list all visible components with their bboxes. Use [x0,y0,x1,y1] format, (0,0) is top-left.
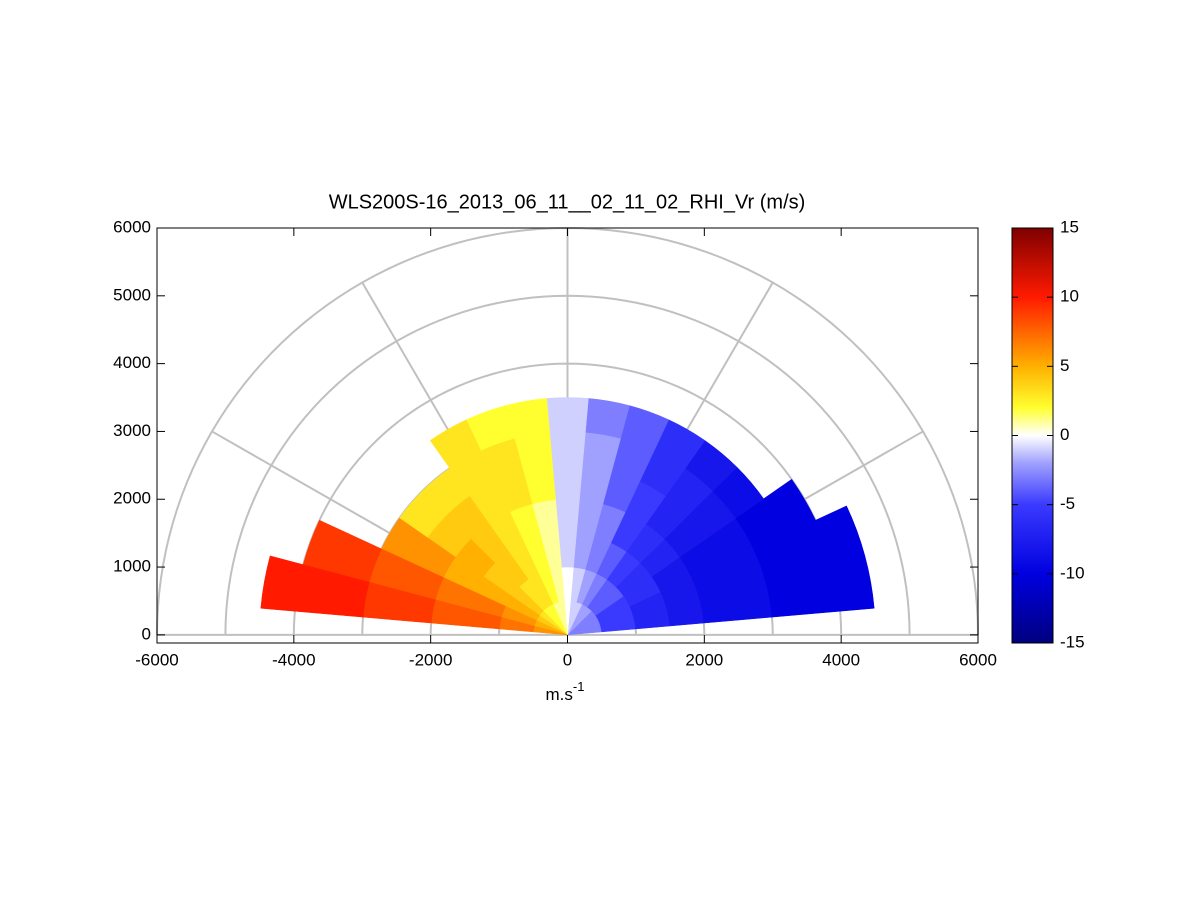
y-tick-label: 2000 [113,489,151,508]
y-tick-label: 4000 [113,353,151,372]
y-tick-label: 5000 [113,285,151,304]
x-tick-label: 4000 [822,650,860,669]
x-tick-label: -6000 [135,650,178,669]
velocity-cell [549,431,586,467]
velocity-cell [555,498,580,534]
velocity-cell [546,397,589,433]
velocity-cell [260,555,304,612]
velocity-cell [815,505,866,565]
colorbar-tick-label: 5 [1060,356,1069,375]
x-tick-label: -4000 [272,650,315,669]
colorbar-tick-label: 15 [1060,217,1079,236]
colorbar [1011,227,1054,644]
y-tick-label: 3000 [113,421,151,440]
axes: -6000 -4000 -2000 0 2000 4000 6000 0 1000 2000 300… [113,217,997,669]
colorbar-tick-label: -5 [1060,494,1075,513]
colorbar-axis: -15 -10 -5 0 5 10 15 [1012,217,1085,651]
x-axis-label: m.s-1 [546,679,585,704]
velocity-cell [429,419,482,469]
x-axis-label-base: m.s [546,685,573,704]
y-tick-label: 6000 [113,217,151,236]
x-tick-label: 6000 [959,650,997,669]
colorbar-tick-label: 10 [1060,287,1079,306]
x-tick-label: 2000 [685,650,723,669]
colorbar-tick-label: 0 [1060,425,1069,444]
colorbar-tick-label: -10 [1060,563,1085,582]
x-tick-label: 0 [563,650,572,669]
x-axis-label-sup: -1 [573,679,585,694]
x-tick-label: -2000 [409,650,452,669]
colorbar-tick-label: -15 [1060,632,1085,651]
velocity-cell [552,465,583,501]
chart-title: WLS200S-16_2013_06_11__02_11_02_RHI_Vr (… [329,191,806,213]
y-tick-label: 0 [142,624,151,643]
y-tick-label: 1000 [113,557,151,576]
cells [260,397,875,636]
velocity-cell [763,478,816,535]
